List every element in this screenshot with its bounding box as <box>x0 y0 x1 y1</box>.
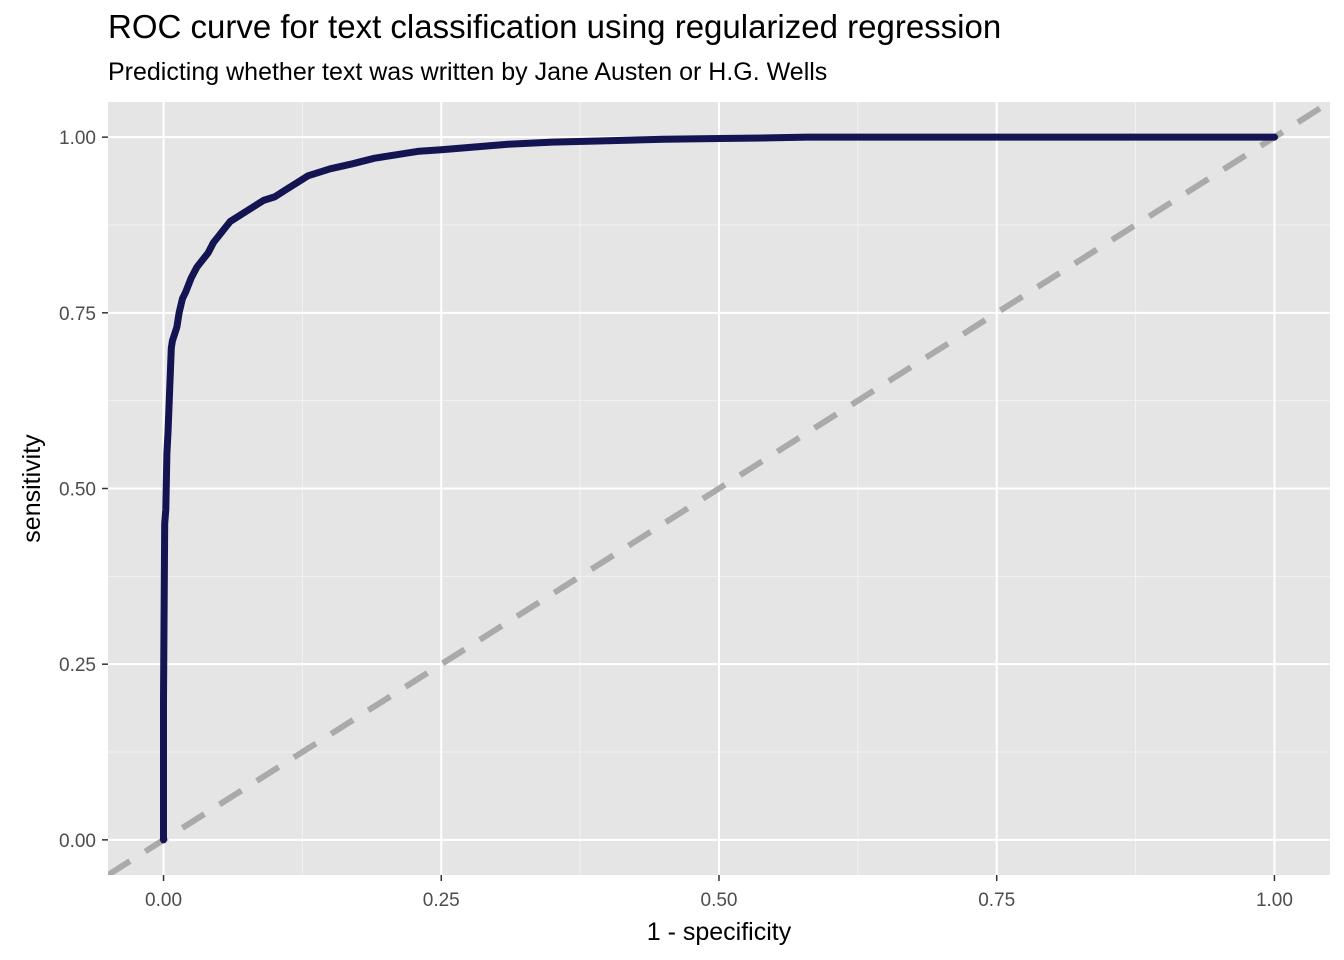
y-tick-label-3: 0.75 <box>59 304 96 325</box>
x-tick-label-4: 1.00 <box>1256 890 1293 911</box>
roc-curve-line <box>160 133 1278 844</box>
chance-diagonal-line <box>108 102 1330 875</box>
x-tick-label-0: 0.00 <box>145 890 182 911</box>
x-axis-title: 1 - specificity <box>647 918 792 946</box>
y-axis: 0.00 0.25 0.50 0.75 1.00 <box>59 128 108 852</box>
x-tick-label-2: 0.50 <box>701 890 738 911</box>
y-tick-label-2: 0.50 <box>59 480 96 501</box>
x-axis: 0.00 0.25 0.50 0.75 1.00 <box>145 875 1293 911</box>
y-tick-label-1: 0.25 <box>59 655 96 676</box>
x-tick-label-1: 0.25 <box>423 890 460 911</box>
series-layer <box>108 102 1330 875</box>
y-tick-label-0: 0.00 <box>59 831 96 852</box>
y-axis-title: sensitivity <box>18 434 46 543</box>
x-tick-label-3: 0.75 <box>978 890 1015 911</box>
chart-subtitle: Predicting whether text was written by J… <box>108 58 828 86</box>
chart-title: ROC curve for text classification using … <box>108 8 1002 45</box>
y-tick-label-4: 1.00 <box>59 128 96 149</box>
